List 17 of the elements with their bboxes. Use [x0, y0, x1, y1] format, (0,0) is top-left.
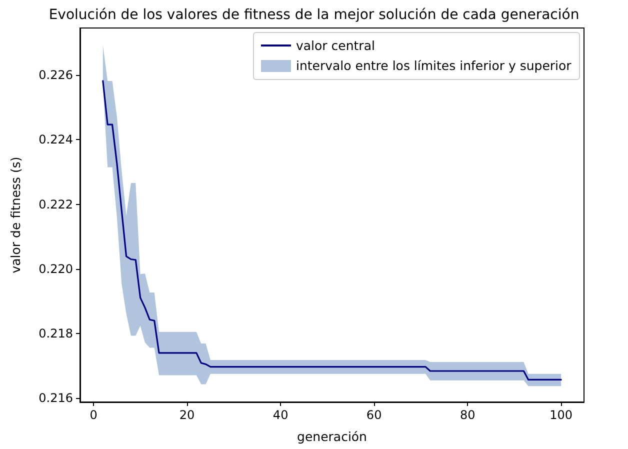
- y-axis-title: valor de fitness (s): [8, 156, 23, 274]
- y-tick-label: 0.226: [38, 68, 73, 82]
- x-tick-label: 80: [460, 408, 476, 422]
- y-tick-label: 0.224: [38, 132, 73, 147]
- y-tick-label: 0.216: [38, 391, 73, 406]
- legend-label: valor central: [296, 38, 375, 53]
- y-tick-label: 0.222: [38, 197, 73, 212]
- x-tick-label: 20: [179, 408, 195, 422]
- x-tick-label: 60: [366, 408, 382, 422]
- chart-title: Evolución de los valores de fitness de la mejor solución de cada generación: [48, 7, 580, 23]
- y-tick-label: 0.218: [38, 326, 73, 341]
- x-axis-title: generación: [297, 429, 367, 444]
- annotation: intervalo entre los límites inferior y superior: [296, 58, 572, 73]
- x-tick-label: 40: [272, 408, 288, 422]
- x-tick-label: 100: [550, 408, 573, 422]
- x-tick-label: 0: [90, 408, 98, 422]
- y-tick-label: 0.220: [38, 262, 73, 276]
